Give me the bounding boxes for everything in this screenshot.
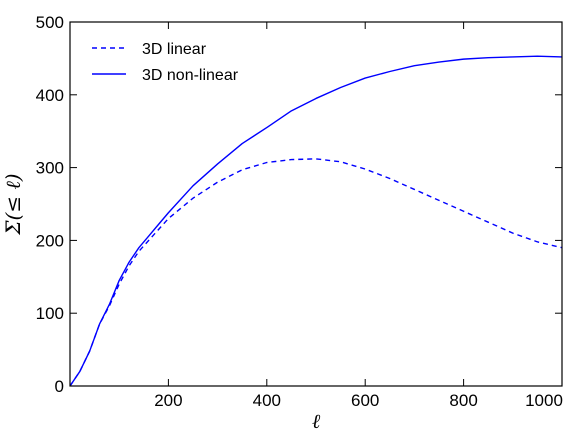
axes: 200 400 600 800 1000 0 100 200 300 400 500 xyxy=(36,13,563,410)
x-tick-label: 800 xyxy=(449,391,477,410)
legend-label: 3D non-linear xyxy=(142,67,239,84)
x-axis-label: ℓ xyxy=(312,409,321,433)
series-line-3d-non-linear xyxy=(69,55,563,387)
y-tick-label: 500 xyxy=(36,13,64,32)
y-tick-label: 0 xyxy=(55,377,64,396)
axes-frame xyxy=(69,21,563,387)
x-tick-label: 400 xyxy=(253,391,281,410)
y-tick-label: 200 xyxy=(36,231,64,250)
legend-label: 3D linear xyxy=(142,41,207,58)
legend: 3D linear 3D non-linear xyxy=(92,41,239,84)
series-line-3d-linear xyxy=(69,158,563,387)
y-tick-label: 300 xyxy=(36,159,64,178)
plot-area xyxy=(69,55,563,387)
y-tick-label: 400 xyxy=(36,86,64,105)
x-tick-label: 200 xyxy=(154,391,182,410)
x-tick-label: 1000 xyxy=(525,391,563,410)
y-axis-label: Σ(≤ ℓ) xyxy=(1,173,25,235)
x-tick-label: 600 xyxy=(351,391,379,410)
y-tick-label: 100 xyxy=(36,304,64,323)
